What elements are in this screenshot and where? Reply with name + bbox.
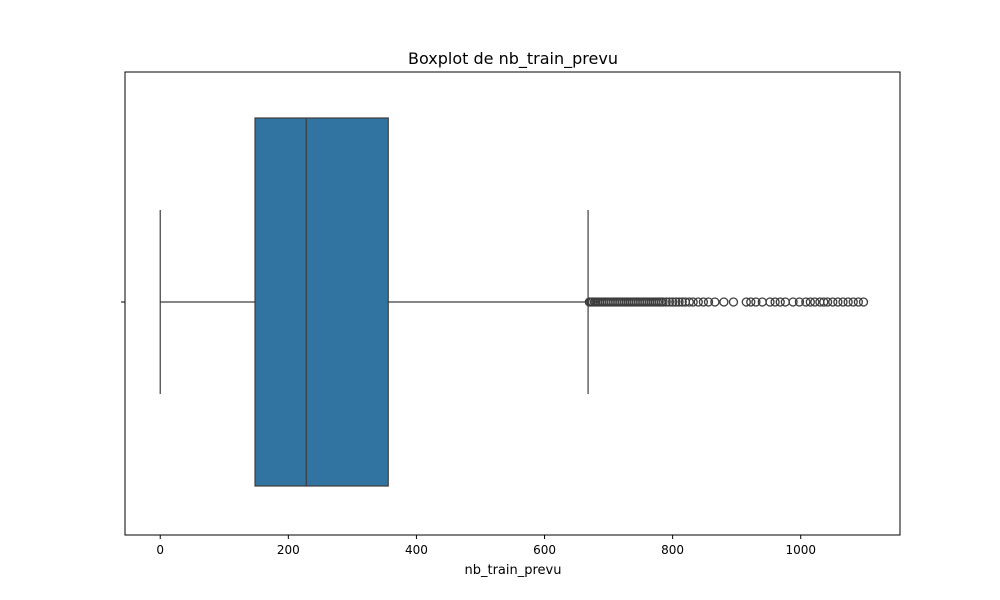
outlier-point xyxy=(810,297,820,307)
outlier-point xyxy=(765,297,775,307)
outlier-point xyxy=(710,297,720,307)
outlier-point xyxy=(674,297,684,307)
outlier-point xyxy=(788,297,798,307)
x-axis-label: nb_train_prevu xyxy=(465,563,562,578)
outlier-point xyxy=(780,297,791,307)
outlier-point xyxy=(746,297,756,307)
x-tick-label: 0 xyxy=(156,543,164,557)
outlier-point xyxy=(805,297,815,307)
plot-area xyxy=(159,117,869,487)
outlier-point xyxy=(664,297,675,307)
outlier-point xyxy=(858,297,869,307)
x-axis: 0 200 400 600 800 1000 xyxy=(121,71,901,557)
outlier-point xyxy=(819,297,829,307)
outlier-point xyxy=(677,297,687,307)
outlier-point xyxy=(833,297,843,307)
x-tick-label: 600 xyxy=(533,543,556,557)
outlier-point xyxy=(658,297,668,307)
outlier-point xyxy=(698,297,709,307)
outlier-point xyxy=(671,297,681,307)
axes-frame xyxy=(124,71,901,536)
outlier-point xyxy=(801,297,811,307)
outlier-point xyxy=(667,297,678,307)
outlier-point xyxy=(853,297,864,307)
x-tick-label: 200 xyxy=(277,543,300,557)
outlier-point xyxy=(848,297,858,307)
outlier-point xyxy=(775,297,785,307)
outlier-point xyxy=(661,297,671,307)
outlier-point xyxy=(751,297,761,307)
outlier-point xyxy=(843,297,853,307)
chart-title: Boxplot de nb_train_prevu xyxy=(408,49,618,69)
x-tick-label: 800 xyxy=(661,543,684,557)
outlier-point xyxy=(703,297,714,307)
outlier-point xyxy=(719,297,729,307)
outlier-point xyxy=(828,297,838,307)
outlier-point xyxy=(728,297,739,307)
outlier-point xyxy=(684,297,694,307)
outlier-point xyxy=(838,297,848,307)
x-tick-label: 400 xyxy=(405,543,428,557)
outlier-point xyxy=(794,297,805,307)
outlier-point xyxy=(770,297,780,307)
x-tick-label: 1000 xyxy=(785,543,816,557)
outlier-point xyxy=(693,297,703,307)
outlier-point xyxy=(822,297,833,307)
outlier-point xyxy=(688,297,698,307)
iqr-box xyxy=(254,117,389,487)
outlier-point xyxy=(741,297,751,307)
